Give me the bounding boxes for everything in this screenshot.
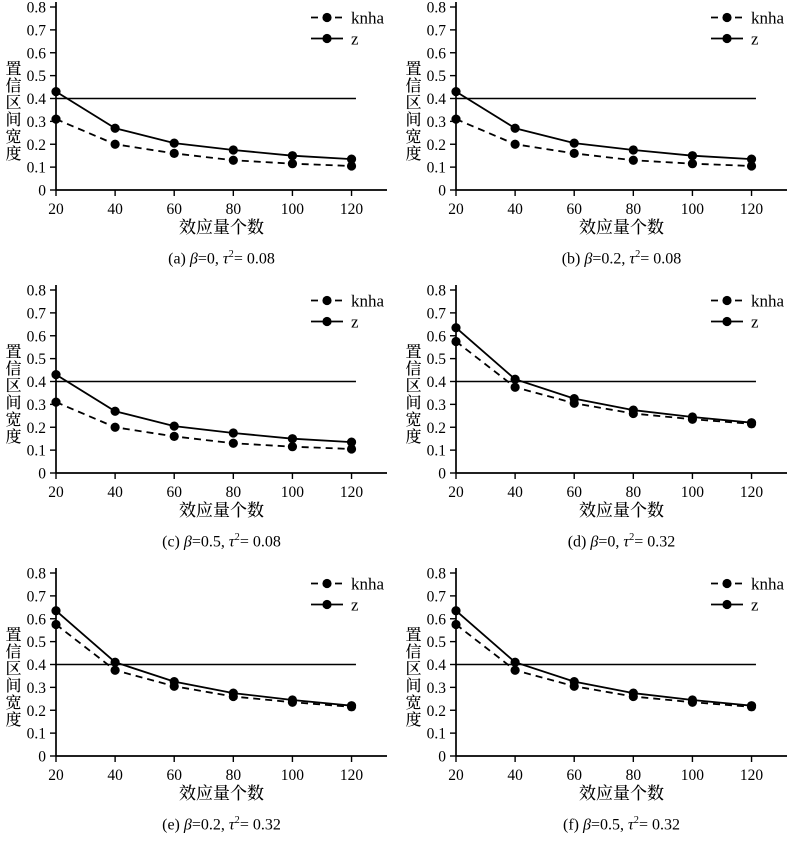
svg-text:0.8: 0.8 <box>427 0 447 17</box>
svg-text:0.6: 0.6 <box>27 328 47 345</box>
svg-text:0.6: 0.6 <box>427 45 447 62</box>
svg-text:knha: knha <box>751 575 785 594</box>
svg-text:0.6: 0.6 <box>27 611 47 628</box>
svg-text:knha: knha <box>351 575 385 594</box>
svg-text:0: 0 <box>38 466 46 483</box>
svg-text:0.6: 0.6 <box>427 611 447 628</box>
svg-text:0.8: 0.8 <box>427 283 447 300</box>
svg-text:0.6: 0.6 <box>427 328 447 345</box>
svg-text:0: 0 <box>438 466 446 483</box>
svg-text:0.3: 0.3 <box>27 114 47 131</box>
svg-text:0: 0 <box>438 183 446 200</box>
svg-text:0.2: 0.2 <box>27 137 46 154</box>
svg-text:0.7: 0.7 <box>427 588 447 605</box>
svg-text:0.1: 0.1 <box>427 726 446 743</box>
svg-text:0.8: 0.8 <box>427 566 447 583</box>
svg-text:0.8: 0.8 <box>27 283 47 300</box>
svg-text:0.8: 0.8 <box>27 566 47 583</box>
svg-text:0.1: 0.1 <box>27 443 46 460</box>
svg-text:0.7: 0.7 <box>27 22 47 39</box>
svg-text:0: 0 <box>38 749 46 766</box>
svg-text:0.4: 0.4 <box>427 91 447 108</box>
svg-text:0.7: 0.7 <box>427 305 447 322</box>
svg-text:knha: knha <box>751 292 785 311</box>
svg-text:z: z <box>751 313 759 332</box>
svg-text:0.5: 0.5 <box>27 634 47 651</box>
svg-text:0.3: 0.3 <box>427 680 447 697</box>
svg-text:z: z <box>351 313 359 332</box>
svg-text:0.4: 0.4 <box>427 657 447 674</box>
svg-text:0.2: 0.2 <box>27 703 46 720</box>
svg-text:0.5: 0.5 <box>427 68 447 85</box>
svg-text:0.4: 0.4 <box>27 374 47 391</box>
svg-text:knha: knha <box>751 9 785 28</box>
svg-text:0.4: 0.4 <box>27 91 47 108</box>
svg-text:0: 0 <box>38 183 46 200</box>
svg-text:0.1: 0.1 <box>27 160 46 177</box>
svg-text:0.3: 0.3 <box>427 397 447 414</box>
svg-text:knha: knha <box>351 292 385 311</box>
svg-text:0.2: 0.2 <box>427 703 446 720</box>
svg-text:z: z <box>351 596 359 615</box>
svg-text:z: z <box>751 596 759 615</box>
svg-text:0.3: 0.3 <box>427 114 447 131</box>
svg-text:0.5: 0.5 <box>427 351 447 368</box>
svg-text:0.7: 0.7 <box>27 588 47 605</box>
svg-text:0.6: 0.6 <box>27 45 47 62</box>
svg-text:0.5: 0.5 <box>27 351 47 368</box>
svg-text:0.5: 0.5 <box>427 634 447 651</box>
svg-text:0.5: 0.5 <box>27 68 47 85</box>
svg-text:0.1: 0.1 <box>427 160 446 177</box>
svg-text:0.2: 0.2 <box>427 137 446 154</box>
svg-text:0.2: 0.2 <box>427 420 446 437</box>
svg-text:0.3: 0.3 <box>27 680 47 697</box>
svg-text:0.4: 0.4 <box>427 374 447 391</box>
svg-text:0.1: 0.1 <box>427 443 446 460</box>
svg-text:0.2: 0.2 <box>27 420 46 437</box>
svg-text:knha: knha <box>351 9 385 28</box>
svg-text:0.7: 0.7 <box>427 22 447 39</box>
svg-text:0.4: 0.4 <box>27 657 47 674</box>
svg-text:0: 0 <box>438 749 446 766</box>
svg-text:0.1: 0.1 <box>27 726 46 743</box>
svg-text:0.8: 0.8 <box>27 0 47 17</box>
svg-text:z: z <box>351 30 359 49</box>
svg-text:0.3: 0.3 <box>27 397 47 414</box>
svg-text:z: z <box>751 30 759 49</box>
svg-text:0.7: 0.7 <box>27 305 47 322</box>
